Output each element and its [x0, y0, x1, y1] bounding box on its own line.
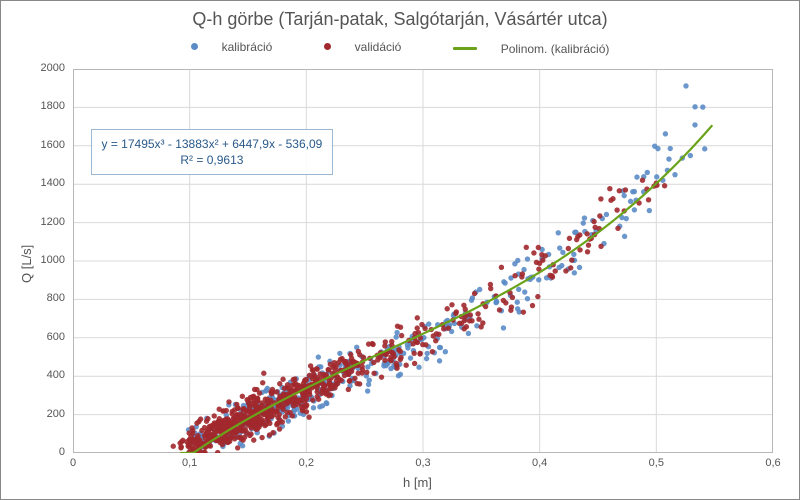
line-icon [453, 47, 477, 50]
equation-box: y = 17495x³ - 13883x² + 6447,9x - 536,09… [91, 129, 334, 175]
x-tick: 0,5 [644, 457, 668, 469]
y-tick: 400 [47, 369, 65, 381]
y-tick: 1400 [41, 177, 65, 189]
x-tick: 0 [61, 457, 85, 469]
legend-label: validáció [355, 40, 402, 54]
y-tick: 1800 [41, 100, 65, 112]
x-tick: 0,1 [178, 457, 202, 469]
y-tick: 1200 [41, 216, 65, 228]
equation-line1: y = 17495x³ - 13883x² + 6447,9x - 536,09 [102, 136, 323, 152]
y-tick: 200 [47, 408, 65, 420]
legend-label: kalibráció [222, 40, 273, 54]
y-tick: 600 [47, 331, 65, 343]
legend-item-polinom: Polinom. (kalibráció) [441, 42, 622, 56]
plot-area [73, 69, 773, 453]
legend-label: Polinom. (kalibráció) [501, 42, 610, 56]
chart-title: Q-h görbe (Tarján-patak, Salgótarján, Vá… [1, 9, 799, 30]
y-axis-label: Q [L/s] [19, 245, 34, 283]
x-tick: 0,4 [528, 457, 552, 469]
x-axis-label: h [m] [403, 475, 432, 490]
legend-item-validacio: validáció [312, 40, 414, 54]
legend-item-kalibracio: kalibráció [179, 40, 285, 54]
y-tick: 2000 [41, 62, 65, 74]
legend: kalibráció validáció Polinom. (kalibráci… [1, 39, 799, 56]
y-tick: 800 [47, 292, 65, 304]
x-tick: 0,2 [294, 457, 318, 469]
chart-frame: Q-h görbe (Tarján-patak, Salgótarján, Vá… [0, 0, 800, 500]
equation-line2: R² = 0,9613 [102, 152, 323, 168]
y-tick: 0 [59, 446, 65, 458]
dot-icon [191, 43, 198, 50]
dot-icon [324, 43, 331, 50]
x-tick: 0,6 [761, 457, 785, 469]
chart-svg [73, 69, 773, 453]
y-tick: 1000 [41, 254, 65, 266]
x-tick: 0,3 [411, 457, 435, 469]
y-tick: 1600 [41, 139, 65, 151]
